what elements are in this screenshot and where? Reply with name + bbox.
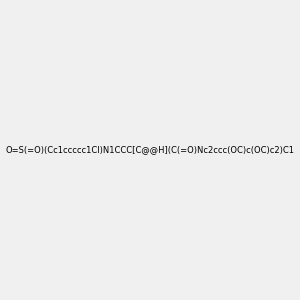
- Text: O=S(=O)(Cc1ccccc1Cl)N1CCC[C@@H](C(=O)Nc2ccc(OC)c(OC)c2)C1: O=S(=O)(Cc1ccccc1Cl)N1CCC[C@@H](C(=O)Nc2…: [5, 146, 295, 154]
